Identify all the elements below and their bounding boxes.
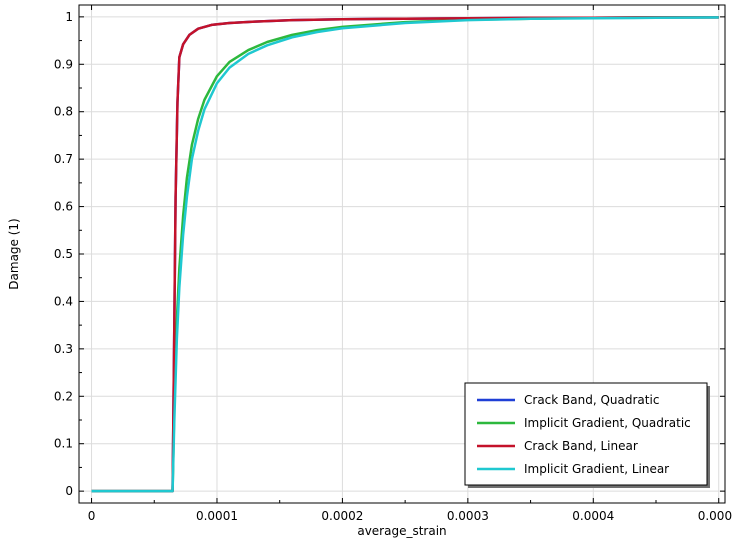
y-tick-label: 1 [65,10,73,24]
legend-label-implicit-gradient-linear: Implicit Gradient, Linear [524,462,669,476]
x-tick-label: 0.0003 [447,509,489,523]
y-axis-label: Damage (1) [7,218,21,289]
legend-label-implicit-gradient-quadratic: Implicit Gradient, Quadratic [524,416,691,430]
axis-ticks: 0 0.0001 0.0002 0.0003 0.0004 0.0005 0 0.1 0.2 0.… [54,5,732,523]
y-tick-label: 0 [65,484,73,498]
x-tick-label: 0.0005 [698,509,732,523]
legend-label-crack-band-linear: Crack Band, Linear [524,439,638,453]
y-tick-label: 0.2 [54,389,73,403]
series-lines [91,16,719,493]
y-tick-label: 0.8 [54,105,73,119]
y-tick-label: 0.6 [54,200,73,214]
y-tick-label: 0.4 [54,294,73,308]
x-tick-label: 0 [88,509,96,523]
x-tick-label: 0.0002 [321,509,363,523]
y-tick-label: 0.3 [54,342,73,356]
x-tick-label: 0.0001 [196,509,238,523]
y-tick-label: 0.5 [54,247,73,261]
x-axis-label: average_strain [357,524,446,538]
legend: Crack Band, Quadratic Implicit Gradient, … [464,382,710,488]
legend-label-crack-band-quadratic: Crack Band, Quadratic [524,393,659,407]
x-tick-label: 0.0004 [572,509,614,523]
y-tick-label: 0.1 [54,437,73,451]
series-line-implicit-gradient-linear [91,16,719,493]
y-tick-label: 0.7 [54,152,73,166]
y-tick-label: 0.9 [54,57,73,71]
grid-lines [79,5,725,503]
